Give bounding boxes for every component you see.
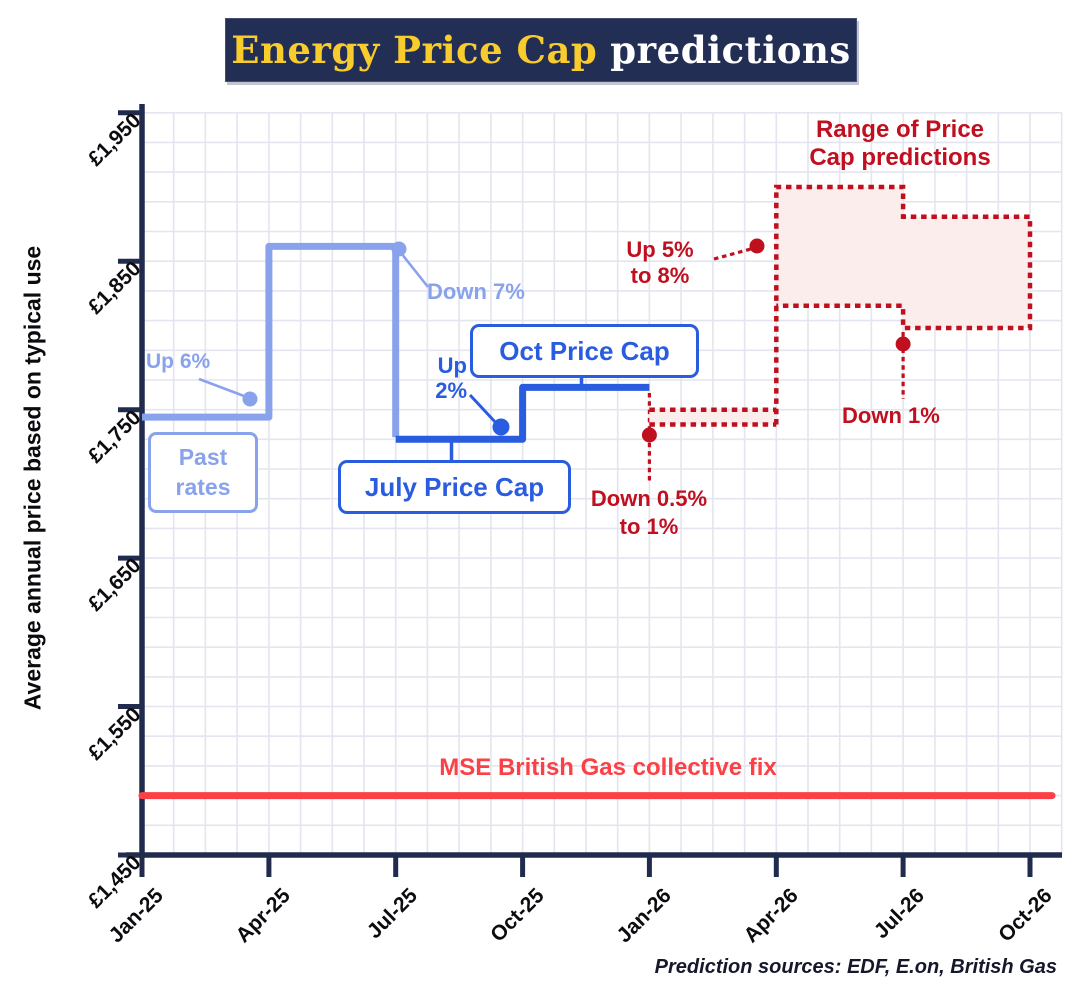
annotation-range-title: Range of Price Cap predictions: [755, 116, 1045, 173]
past-rates-series-line: [142, 242, 400, 438]
jul-26-prediction-dot: [895, 336, 911, 352]
past-rates-line2: rates: [175, 473, 231, 500]
marker-dots: [242, 238, 911, 443]
y-axis-title: Average annual price based on typical us…: [19, 245, 46, 711]
annotation-range-title-line1: Range of Price: [815, 116, 985, 143]
axes: [118, 104, 1062, 877]
title-rest: predictions: [610, 28, 851, 72]
annotation-down-0.5-1pct-line2: to 1%: [619, 513, 679, 539]
annotation-up-5-8pct-line2: to 8%: [630, 263, 690, 289]
prediction-sources-note: Prediction sources: EDF, E.on, British G…: [654, 956, 1057, 978]
annotation-mse-collective-fix: MSE British Gas collective fix: [439, 754, 777, 781]
annotation-down-1pct: Down 1%: [842, 403, 940, 428]
blue-leader-lines: [198, 252, 499, 426]
up-6pct-dot: [242, 391, 258, 407]
annotation-up-6pct: Up 6%: [146, 350, 211, 373]
annotation-up-2pct: Up 2%: [403, 353, 467, 403]
annotation-up-5-8pct: Up 5% to 8%: [612, 237, 708, 290]
price-cap-series-line: [395, 383, 650, 443]
chart-title-banner: Energy Price Cap predictions: [225, 18, 857, 82]
past-rates-line1: Past: [178, 444, 228, 471]
annotation-down-7pct: Down 7%: [427, 279, 525, 304]
annotation-up-2pct-line1: Up: [437, 353, 467, 378]
down-7pct-dot: [391, 241, 407, 257]
annotation-up-5-8pct-line1: Up 5%: [626, 237, 694, 262]
up-2pct-dot: [492, 418, 510, 436]
apr-26-prediction-dot: [749, 238, 765, 254]
annotation-range-title-line2: Cap predictions: [809, 144, 991, 172]
annotation-down-0.5-1pct: Down 0.5% to 1%: [565, 485, 733, 541]
past-rates-callout-box: Past rates: [148, 432, 258, 513]
prediction-range-area: [649, 187, 1030, 425]
oct-price-cap-callout-box: Oct Price Cap: [470, 324, 699, 378]
title-highlight: Energy Price Cap: [231, 28, 598, 72]
july-price-cap-callout-box: July Price Cap: [338, 460, 571, 514]
annotation-up-2pct-line2: 2%: [435, 377, 467, 403]
prediction-range-outline: [649, 184, 1033, 427]
jan-26-prediction-dot: [641, 427, 657, 443]
annotation-down-0.5-1pct-line1: Down 0.5%: [590, 486, 708, 511]
